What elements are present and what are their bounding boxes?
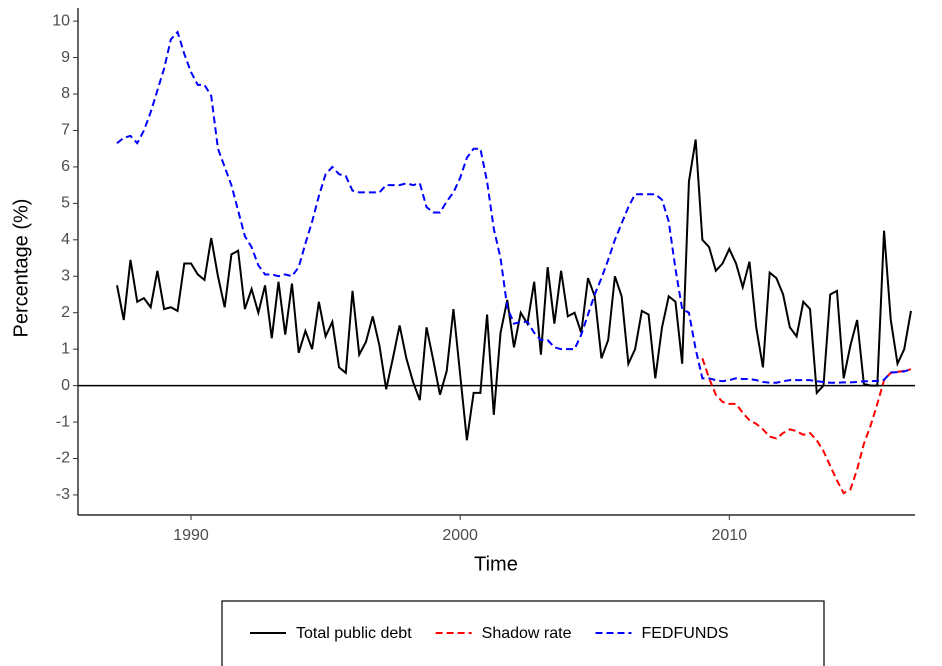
y-tick-label: 3 xyxy=(61,267,70,284)
y-tick-label: -3 xyxy=(56,486,70,503)
series-line xyxy=(116,139,912,441)
y-tick-label: 9 xyxy=(61,49,70,66)
y-tick-label: 2 xyxy=(61,304,70,321)
x-tick-label: 2000 xyxy=(442,527,478,544)
y-tick-label: 10 xyxy=(52,12,70,29)
y-tick-label: 4 xyxy=(61,231,70,248)
legend-label: FEDFUNDS xyxy=(641,625,728,642)
y-tick-label: 6 xyxy=(61,158,70,175)
y-axis-title: Percentage (%) xyxy=(10,199,32,338)
series-line xyxy=(116,30,912,384)
y-tick-label: 8 xyxy=(61,85,70,102)
y-tick-label: 0 xyxy=(61,377,70,394)
legend-label: Shadow rate xyxy=(482,625,572,642)
y-tick-label: -2 xyxy=(56,450,70,467)
y-tick-label: 5 xyxy=(61,195,70,212)
x-tick-label: 1990 xyxy=(173,527,209,544)
x-axis-title: Time xyxy=(474,553,518,575)
x-tick-label: 2010 xyxy=(712,527,748,544)
y-tick-label: -1 xyxy=(56,413,70,430)
legend-box xyxy=(221,600,825,666)
y-tick-label: 1 xyxy=(61,340,70,357)
y-tick-label: 7 xyxy=(61,122,70,139)
legend-label: Total public debt xyxy=(296,625,412,642)
